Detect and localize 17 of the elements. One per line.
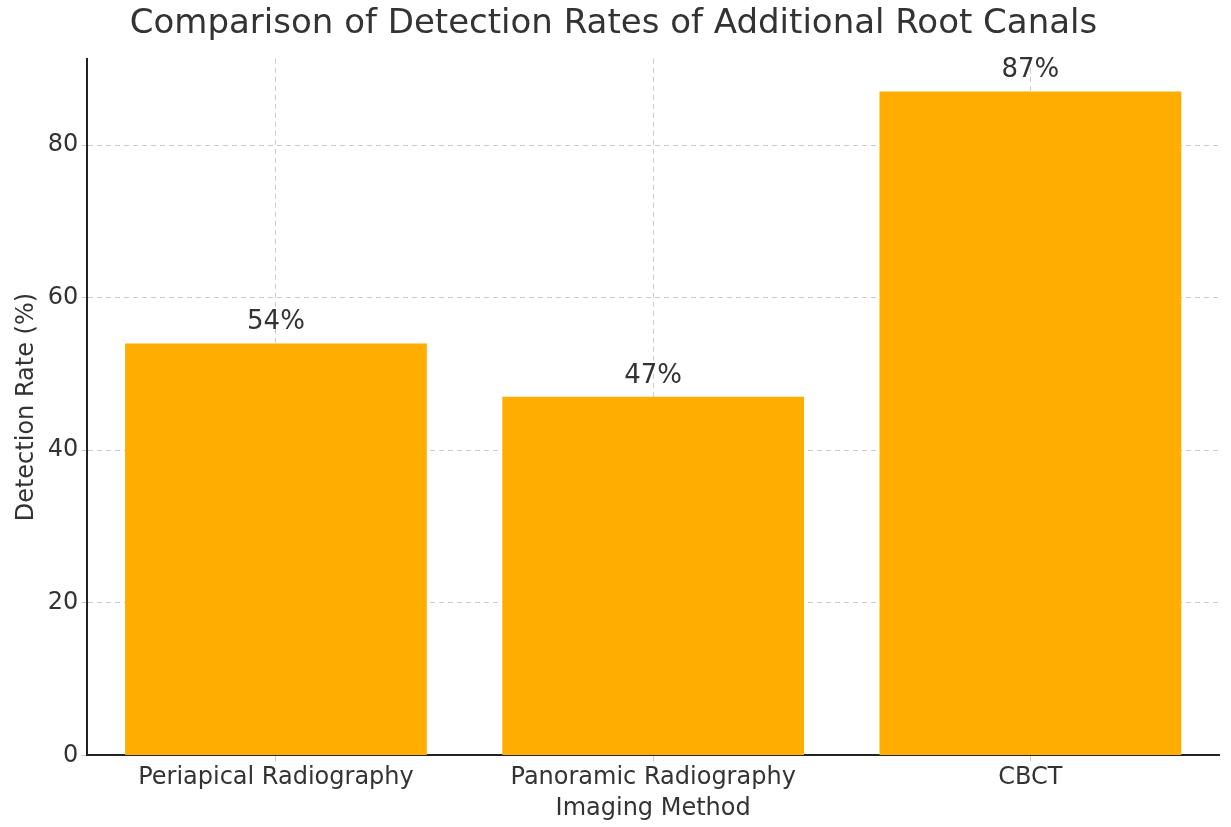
y-tick-label: 80 xyxy=(47,129,79,158)
data-label: 87% xyxy=(1001,53,1060,84)
y-tick-label: 0 xyxy=(63,739,79,768)
x-tick-label: Periapical Radiography xyxy=(138,762,414,791)
y-tick-label: 60 xyxy=(47,281,79,310)
data-label: 54% xyxy=(247,305,305,336)
y-tick-label: 40 xyxy=(47,434,79,463)
y-axis-title: Detection Rate (%) xyxy=(10,292,39,522)
y-tick-label: 20 xyxy=(47,587,79,616)
x-axis-title: Imaging Method xyxy=(555,792,751,821)
chart-title: Comparison of Detection Rates of Additional Root Canals xyxy=(129,1,1098,42)
x-tick-label: Panoramic Radiography xyxy=(510,762,796,791)
bar xyxy=(502,396,805,755)
bar xyxy=(879,91,1182,755)
bar xyxy=(125,343,427,755)
x-tick-label: CBCT xyxy=(998,762,1063,791)
data-label: 47% xyxy=(624,358,683,389)
